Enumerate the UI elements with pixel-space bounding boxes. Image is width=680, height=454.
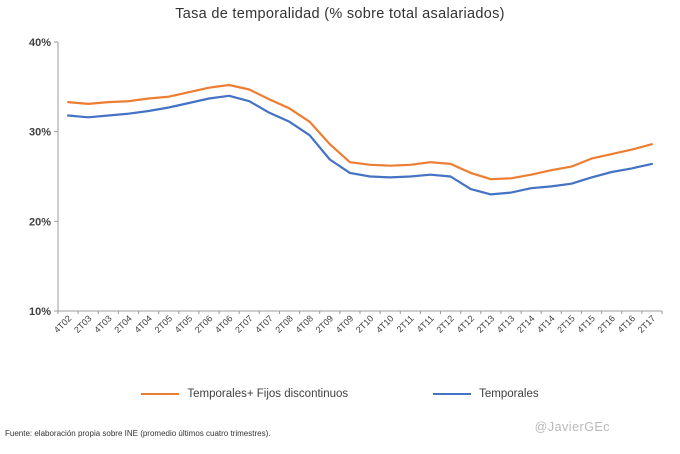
x-axis-label: 4T07 <box>253 313 275 335</box>
x-axis-label: 2T10 <box>354 313 376 335</box>
x-axis-label: 2T06 <box>193 313 215 335</box>
x-axis-label: 4T10 <box>374 313 396 335</box>
x-axis-label: 2T03 <box>72 313 94 335</box>
legend-item-temporales-fijos-discontinuos: Temporales+ Fijos discontinuos <box>141 388 348 400</box>
x-axis-label: 2T04 <box>112 313 134 335</box>
legend-line-blue-icon <box>433 392 472 396</box>
x-axis-label: 2T11 <box>395 313 416 334</box>
x-axis-label: 2T09 <box>314 313 336 335</box>
x-axis-label: 2T14 <box>515 313 537 335</box>
legend-line-orange-icon <box>141 392 180 396</box>
watermark: @JavierGEc <box>534 420 610 434</box>
x-axis-label: 4T11 <box>415 313 436 334</box>
x-axis-label: 2T17 <box>636 313 658 335</box>
chart-title: Tasa de temporalidad (% sobre total asal… <box>175 6 505 22</box>
x-axis-label: 2T12 <box>434 313 456 335</box>
legend-item-temporales: Temporales <box>433 388 539 400</box>
legend: Temporales+ Fijos discontinuos Temporale… <box>0 388 680 400</box>
x-axis-label: 4T09 <box>334 313 356 335</box>
x-axis-label: 2T05 <box>153 313 175 335</box>
x-axis-label: 4T14 <box>535 313 557 335</box>
x-axis-label: 2T13 <box>475 313 497 335</box>
x-axis-label: 4T05 <box>173 313 195 335</box>
x-axis-label: 2T07 <box>233 313 255 335</box>
y-axis-label: 20% <box>29 216 51 228</box>
legend-label-temporales-fijos-discontinuos: Temporales+ Fijos discontinuos <box>187 388 349 400</box>
series-line-temporales-fijos-discontinuos <box>66 83 654 181</box>
x-axis-label: 4T02 <box>52 313 74 335</box>
x-axis-label: 4T08 <box>294 313 316 335</box>
x-axis-label: 4T06 <box>213 313 235 335</box>
x-axis-label: 2T15 <box>555 313 577 335</box>
legend-label-temporales: Temporales <box>479 388 539 400</box>
y-axis-label: 40% <box>29 37 51 49</box>
x-axis-label: 4T04 <box>132 313 154 335</box>
x-axis-label: 4T03 <box>92 313 114 335</box>
x-axis-label: 4T16 <box>616 313 638 335</box>
x-axis-label: 4T13 <box>495 313 517 335</box>
x-axis-label: 2T08 <box>273 313 295 335</box>
source-note: Fuente: elaboración propia sobre INE (pr… <box>5 429 271 438</box>
x-axis-label: 4T12 <box>455 313 477 335</box>
series-line-temporales <box>66 94 654 196</box>
line-chart: 10% 20% 30% 40% 4T022T034T032T044T042T054T05… <box>29 37 663 335</box>
x-axis-label: 2T16 <box>596 313 618 335</box>
y-axis-label: 10% <box>29 306 51 318</box>
y-axis-label: 30% <box>29 127 51 139</box>
x-axis-label: 4T15 <box>575 313 597 335</box>
